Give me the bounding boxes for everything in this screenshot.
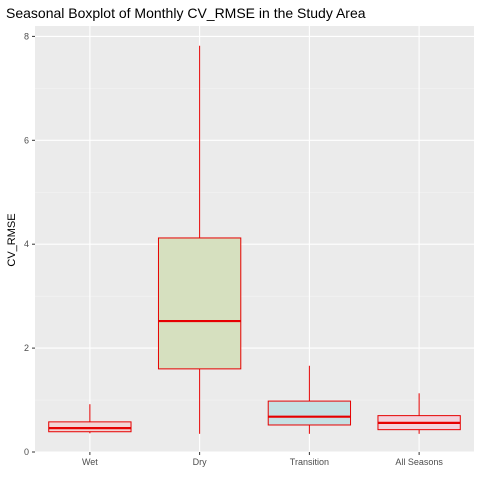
y-tick-label: 0	[24, 447, 29, 457]
x-tick-label: All Seasons	[395, 457, 443, 467]
chart-title: Seasonal Boxplot of Monthly CV_RMSE in t…	[6, 5, 366, 21]
x-tick-label: Dry	[193, 457, 207, 467]
box-dry	[157, 237, 242, 370]
box-wet	[48, 421, 132, 433]
y-tick-label: 8	[24, 31, 29, 41]
y-tick-label: 6	[24, 135, 29, 145]
x-tick-label: Transition	[290, 457, 329, 467]
y-tick-label: 2	[24, 343, 29, 353]
y-tick-label: 4	[24, 239, 29, 249]
box-transition	[267, 400, 352, 426]
plot-area: 0 2 4 6 8 Wet Dry Transition All Seasons	[24, 26, 474, 467]
x-tick-label: Wet	[82, 457, 98, 467]
y-axis-title: CV_RMSE	[6, 213, 18, 266]
plot-panel	[35, 26, 474, 452]
